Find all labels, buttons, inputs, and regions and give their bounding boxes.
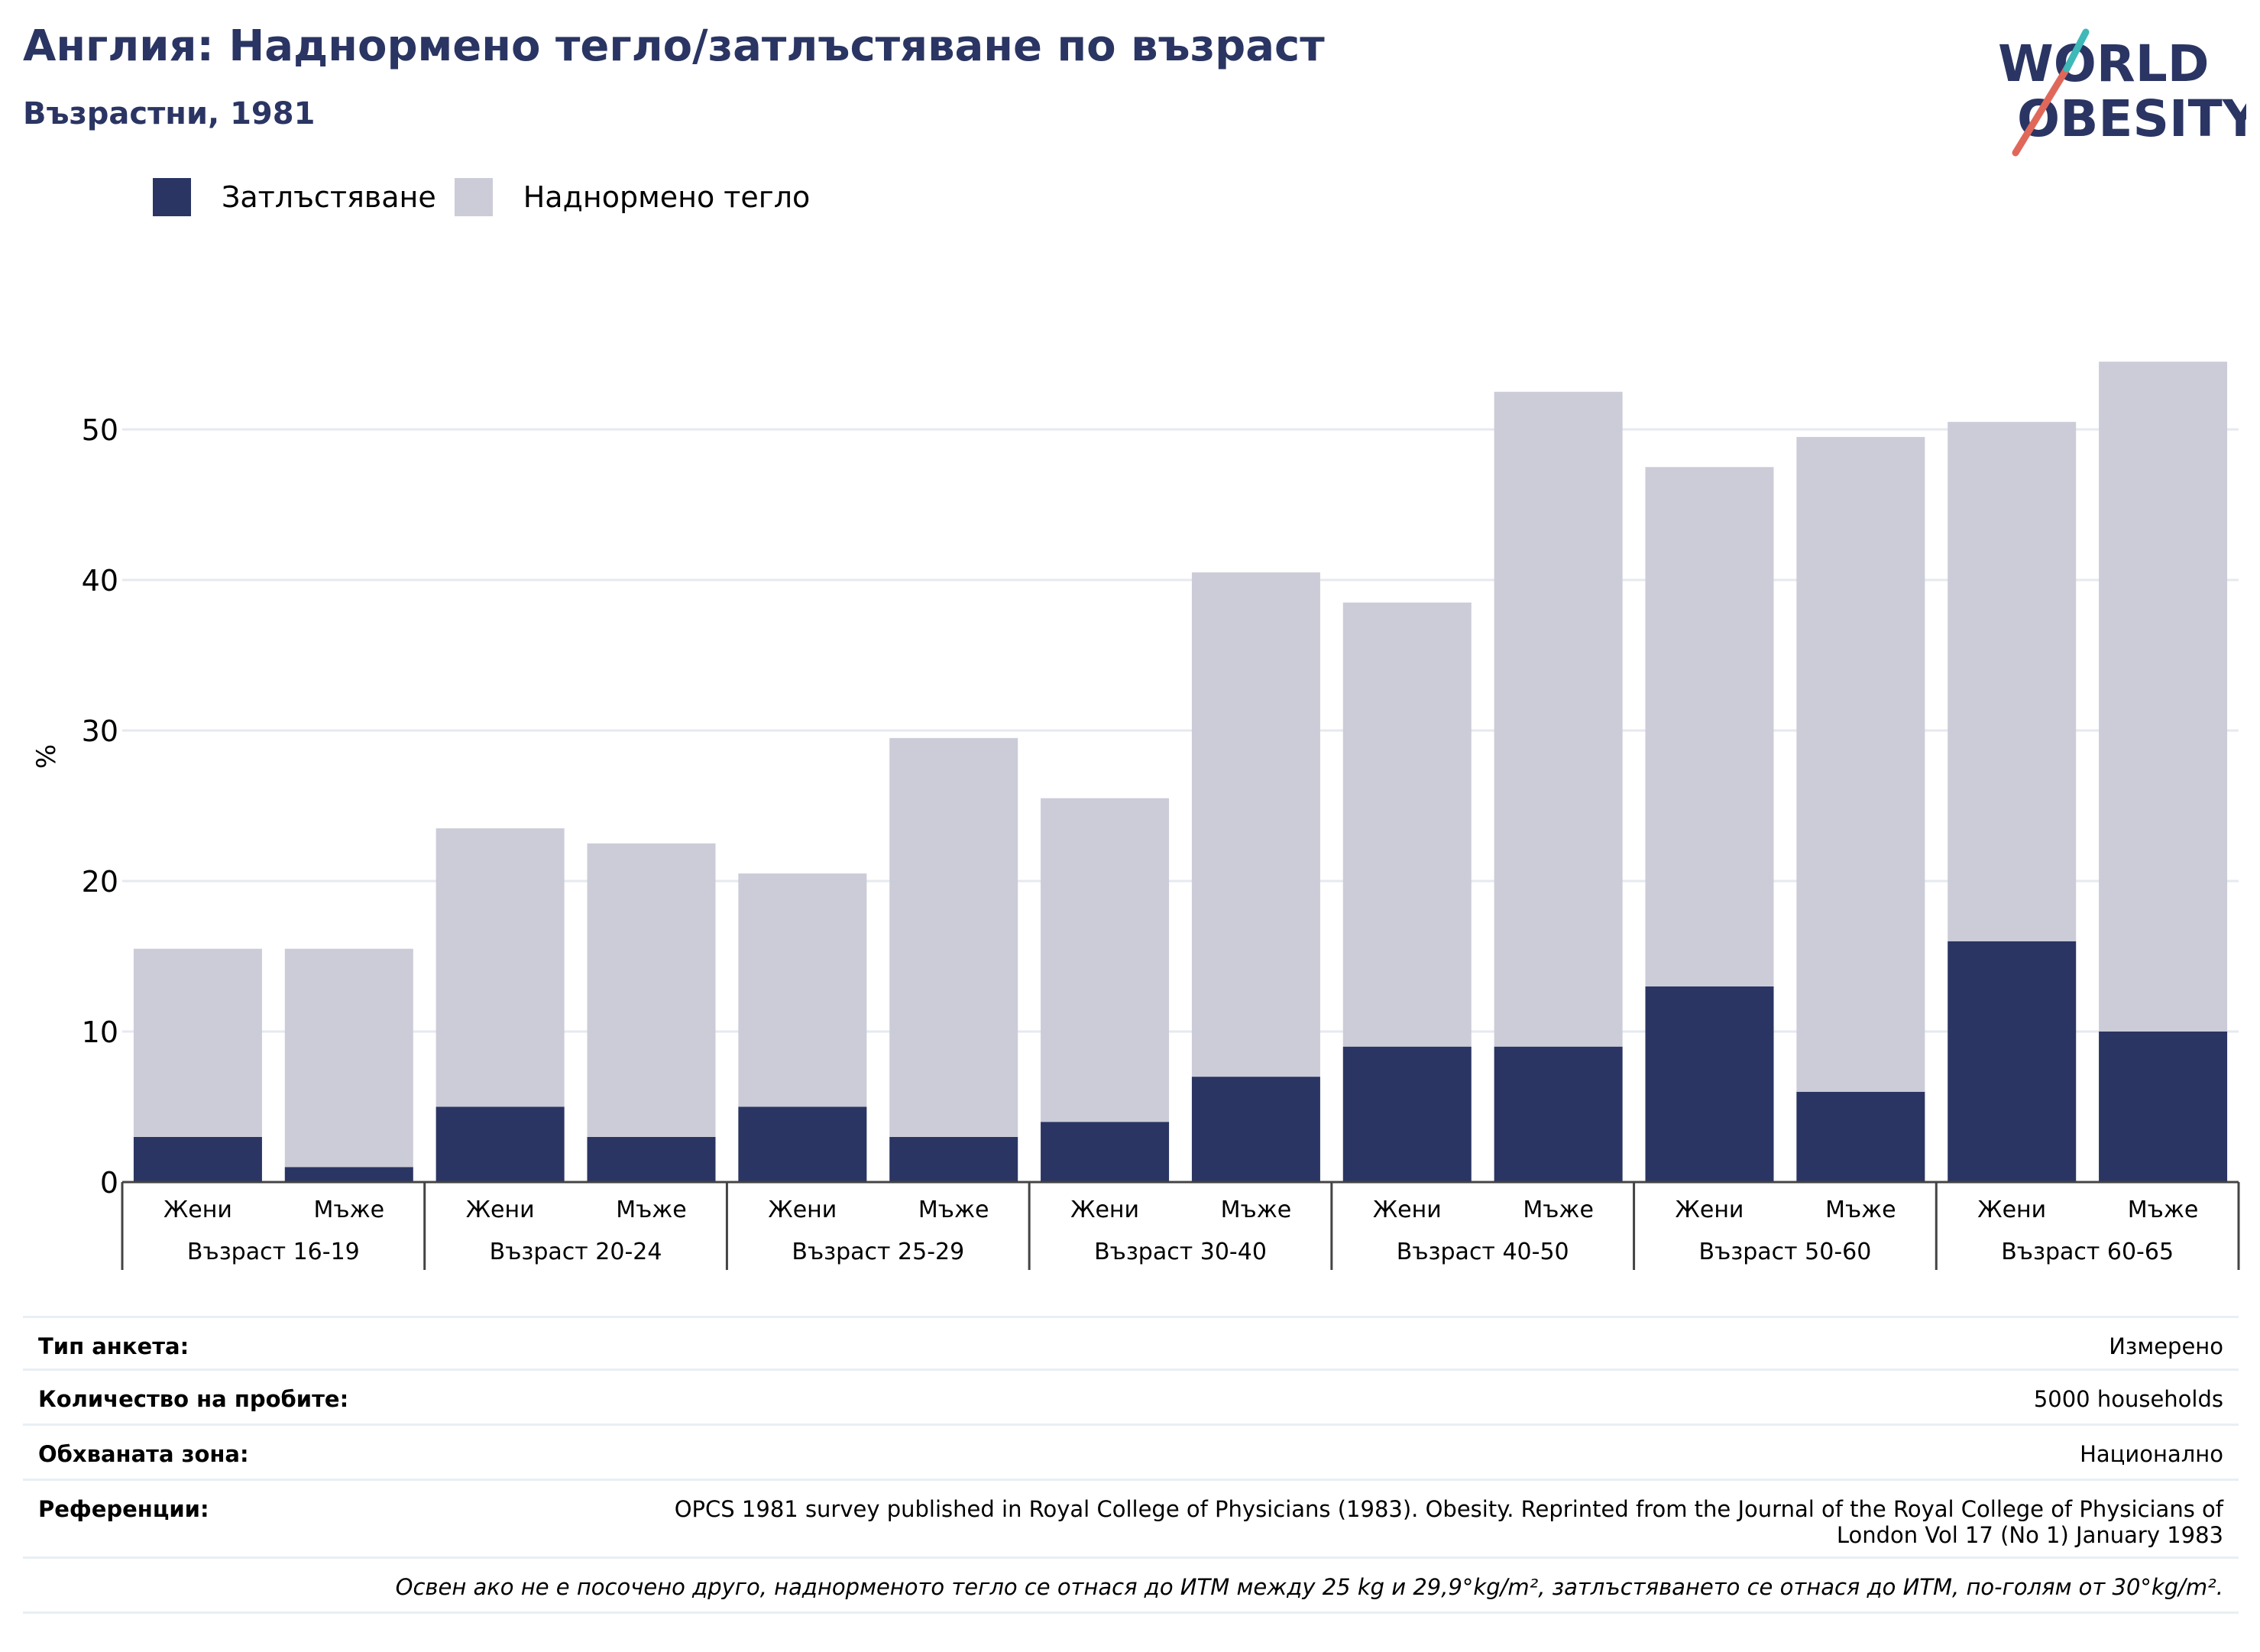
reference-line-1: OPCS 1981 survey published in Royal Coll… (674, 1496, 2223, 1522)
bar-overweight (1041, 798, 1170, 1122)
bar-overweight (1342, 602, 1472, 1047)
x-group-label: Възраст 20-24 (490, 1239, 662, 1265)
info-row-coverage-area: Обхваната зона: Национално (23, 1426, 2239, 1481)
bar-obesity (1494, 1046, 1623, 1182)
bar-obesity (133, 1136, 262, 1182)
axes (121, 1181, 2240, 1270)
bar-obesity (1645, 986, 1774, 1182)
x-tick-label-sex: Жени (768, 1197, 837, 1223)
info-label-survey-type: Тип анкета: (38, 1333, 189, 1359)
info-label-references: Референции: (38, 1496, 209, 1522)
y-tick-label: 10 (82, 1015, 118, 1049)
bar-overweight (2099, 361, 2228, 1032)
bar-obesity (587, 1136, 716, 1182)
bar-obesity (1191, 1077, 1320, 1182)
info-value-survey-type: Измерено (2109, 1333, 2223, 1359)
bar-obesity (435, 1106, 565, 1182)
bar-overweight (1645, 467, 1774, 986)
axis-labels: 0 10 20 30 40 50% Жени Мъже Жени Мъже Жени Мъже Жени… (31, 413, 2198, 1265)
x-tick-label-sex: Мъже (1825, 1197, 1896, 1223)
reference-line-2: London Vol 17 (No 1) January 1983 (1836, 1522, 2223, 1548)
y-axis-label: % (31, 744, 62, 769)
legend-swatch-obesity (153, 178, 191, 216)
chart-title: Англия: Наднормено тегло/затлъстяване по… (23, 21, 1325, 71)
bar-overweight (587, 843, 716, 1137)
x-tick-label-sex: Жени (1373, 1197, 1442, 1223)
footnote: Освен ако не е посочено друго, наднормен… (23, 1559, 2239, 1614)
legend: Затлъстяване Наднормено тегло (153, 177, 828, 217)
bar-overweight (435, 828, 565, 1107)
bar-overweight (284, 948, 413, 1168)
y-tick-label: 0 (100, 1166, 118, 1200)
bar-obesity (1342, 1046, 1472, 1182)
logo-slash-red (2012, 65, 2071, 157)
y-tick-label: 20 (82, 865, 118, 899)
bar-overweight (738, 873, 867, 1107)
x-tick-label-sex: Мъже (1523, 1197, 1594, 1223)
legend-item-overweight[interactable]: Наднормено тегло (454, 178, 811, 216)
logo-text-world: WORLD (1998, 34, 2210, 93)
bar-obesity (738, 1106, 867, 1182)
bar-obesity (284, 1167, 413, 1182)
x-tick-label-sex: Жени (1977, 1197, 2046, 1223)
logo-text-obesity: OBESITY (2017, 89, 2246, 148)
bar-overweight (1948, 422, 2077, 941)
y-tick-label: 40 (82, 564, 118, 598)
x-tick-label-sex: Мъже (2128, 1197, 2199, 1223)
bar-obesity (1948, 941, 2077, 1182)
bar-overweight (133, 948, 262, 1137)
x-tick-label-sex: Мъже (313, 1197, 384, 1223)
x-tick-label-sex: Жени (1070, 1197, 1139, 1223)
bar-obesity (889, 1136, 1018, 1182)
legend-label-overweight: Наднормено тегло (523, 180, 811, 214)
info-value-coverage-area: Национално (2080, 1441, 2223, 1467)
bar-overweight (1796, 436, 1925, 1092)
x-group-label: Възраст 30-40 (1094, 1239, 1267, 1265)
logo-slash-teal (2063, 28, 2090, 73)
x-group-label: Възраст 60-65 (2001, 1239, 2174, 1265)
x-group-label: Възраст 25-29 (792, 1239, 964, 1265)
info-label-sample-size: Количество на пробите: (38, 1386, 349, 1412)
chart-subtitle: Възрастни, 1981 (23, 96, 316, 131)
survey-info-table: Тип анкета: Измерено Количество на проби… (23, 1316, 2239, 1614)
legend-item-obesity[interactable]: Затлъстяване (153, 178, 436, 216)
bar-overweight (1191, 572, 1320, 1077)
x-group-label: Възраст 40-50 (1397, 1239, 1569, 1265)
bar-obesity (2099, 1032, 2228, 1182)
bars (133, 361, 2228, 1182)
legend-label-obesity: Затлъстяване (222, 180, 436, 214)
bar-obesity (1041, 1122, 1170, 1182)
stacked-bar-chart: 0 10 20 30 40 50% Жени Мъже Жени Мъже Жени Мъже Жени… (31, 361, 2240, 1270)
bar-obesity (1796, 1091, 1925, 1182)
info-value-references: OPCS 1981 survey published in Royal Coll… (675, 1496, 2223, 1548)
x-group-label: Възраст 50-60 (1699, 1239, 1872, 1265)
info-row-survey-type: Тип анкета: Измерено (23, 1316, 2239, 1371)
info-row-sample-size: Количество на пробите: 5000 households (23, 1371, 2239, 1426)
x-tick-label-sex: Мъже (918, 1197, 989, 1223)
bar-overweight (889, 737, 1018, 1137)
x-tick-label-sex: Мъже (616, 1197, 687, 1223)
bar-overweight (1494, 391, 1623, 1047)
x-tick-label-sex: Мъже (1221, 1197, 1292, 1223)
info-row-references: Референции: OPCS 1981 survey published i… (23, 1481, 2239, 1559)
world-obesity-logo: WORLD OBESITY (1998, 28, 2246, 157)
y-tick-label: 50 (82, 413, 118, 447)
legend-swatch-overweight (454, 178, 493, 216)
x-tick-label-sex: Жени (164, 1197, 232, 1223)
info-value-sample-size: 5000 households (2033, 1386, 2223, 1412)
x-tick-label-sex: Жени (1676, 1197, 1744, 1223)
x-group-label: Възраст 16-19 (187, 1239, 360, 1265)
y-tick-label: 30 (82, 714, 118, 748)
x-tick-label-sex: Жени (466, 1197, 535, 1223)
info-label-coverage-area: Обхваната зона: (38, 1441, 249, 1467)
